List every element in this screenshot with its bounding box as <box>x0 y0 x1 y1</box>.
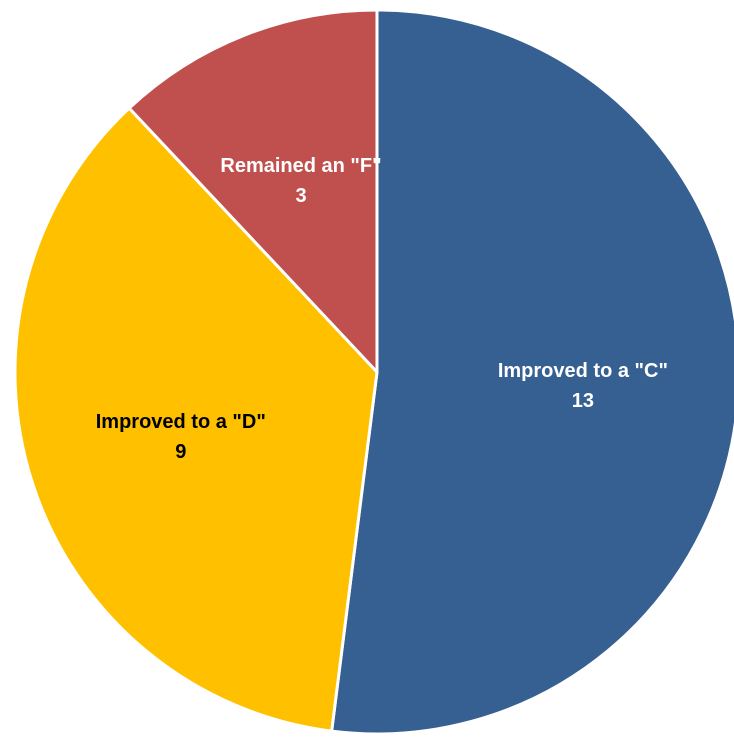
pie-slice-2 <box>13 106 379 733</box>
slice-value-label: 9 <box>175 441 186 463</box>
slice-category-label: Remained an "F" <box>220 155 381 177</box>
slice-value-label: 13 <box>572 390 594 412</box>
pie-slice-3 <box>127 8 379 374</box>
slices-layer <box>13 8 734 736</box>
slice-value-label: 3 <box>295 185 306 207</box>
slice-category-label: Improved to a "D" <box>96 411 266 433</box>
pie-slice-1 <box>330 8 734 736</box>
slice-category-label: Improved to a "C" <box>498 360 668 382</box>
labels-layer: Improved to a "C" 13 Improved to a "D" 9 Rem… <box>96 155 668 463</box>
